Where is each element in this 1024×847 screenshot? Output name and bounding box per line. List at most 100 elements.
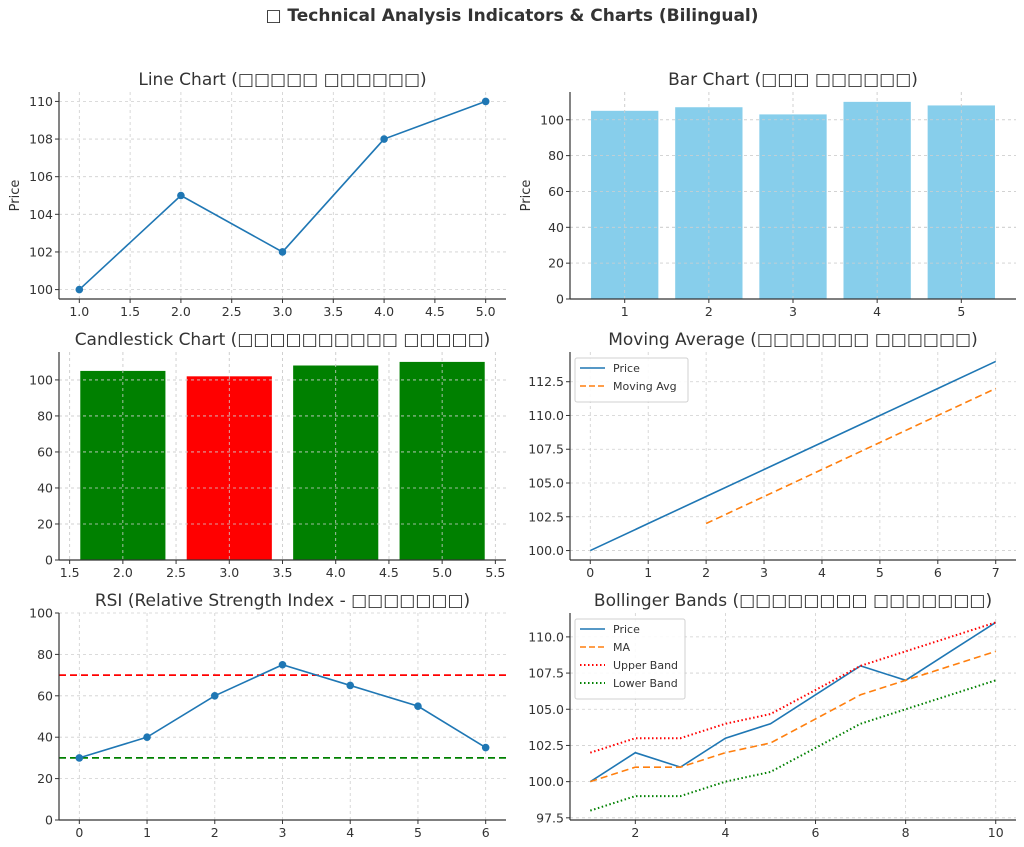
y-tick-label: 40 [37,480,53,495]
y-axis-label: Price [8,180,23,212]
x-tick-label: 4 [346,825,354,840]
x-tick-label: 3 [789,304,797,319]
chart-title: Moving Average (□□□□□□□ □□□□□□) [608,330,978,350]
y-tick-label: 102.5 [528,738,564,753]
data-point [75,754,84,762]
rsi-chart-panel: RSI (Relative Strength Index - □□□□□□□) 0… [29,591,506,840]
candlestick-chart-panel: Candlestick Chart (□□□□□□□□□□ □□□□□) 1.5 2… [29,330,506,580]
y-tick-label: 100 [29,606,53,621]
x-tick-label: 5 [414,825,422,840]
data-point [177,191,185,200]
x-tick-label: 4 [873,304,881,319]
x-tick-label: 2.5 [166,565,186,580]
y-tick-label: 100 [540,112,564,127]
x-tick-label: 3.5 [273,565,293,580]
x-tick-label: 3 [279,825,287,840]
x-tick-label: 2 [705,304,713,319]
data-point [346,681,355,690]
y-tick-label: 20 [37,516,53,531]
x-tick-label: 1.0 [69,304,89,319]
data-point [278,248,287,256]
series-moving-avg [705,387,997,525]
x-tick-label: 6 [934,565,942,580]
bar-chart-panel: Bar Chart (□□□ □□□□□□) 1 2 3 4 5 0 20 40 60 80 100 P… [519,70,1016,319]
x-tick-label: 1 [143,825,151,840]
data-point [380,135,388,143]
y-tick-label: 97.5 [536,810,564,825]
y-tick-label: 112.5 [528,374,564,389]
x-tick-label: 5 [957,304,965,319]
y-tick-label: 107.5 [528,442,564,457]
moving-average-chart-panel: Moving Average (□□□□□□□ □□□□□□) 0 1 2 3 4 5 6 7 1… [528,330,1016,580]
line-chart-panel: Line Chart (□□□□□ □□□□□□) 1.0 1.5 2.0 2.5 3.0… [8,70,506,319]
chart-title: RSI (Relative Strength Index - □□□□□□□) [95,591,470,611]
x-tick-label: 0 [75,825,83,840]
x-tick-label: 1 [644,565,652,580]
bollinger-bands-chart-panel: Bollinger Bands (□□□□□□□□ □□□□□□□) 2 4 6 8 10… [528,591,1016,840]
legend-label: Moving Avg [613,380,677,393]
y-tick-label: 104 [29,207,53,222]
y-tick-label: 100.0 [528,774,564,789]
x-tick-label: 5 [876,565,884,580]
x-tick-label: 1.5 [60,565,80,580]
y-tick-label: 60 [548,184,564,199]
x-tick-label: 2.0 [113,565,133,580]
y-tick-label: 20 [548,256,564,271]
legend-label: MA [613,641,630,654]
y-tick-label: 108 [29,132,53,147]
legend-label: Price [613,623,640,636]
legend: Price MA Upper Band Lower Band [574,618,686,700]
x-tick-label: 2 [631,825,639,840]
bar-1 [591,110,659,300]
y-tick-label: 40 [37,730,53,745]
y-tick-label: 0 [556,292,564,307]
x-tick-label: 4 [721,825,729,840]
x-tick-label: 2.0 [171,304,191,319]
legend-label: Upper Band [613,659,678,672]
x-tick-label: 5.0 [476,304,496,319]
bar-2 [80,370,166,560]
y-tick-label: 0 [45,553,53,568]
data-point [481,97,490,106]
x-tick-label: 3 [760,565,768,580]
y-tick-label: 80 [37,408,53,423]
y-axis-label: Price [519,180,534,212]
x-tick-label: 2 [702,565,710,580]
y-tick-label: 110 [29,94,53,109]
x-tick-label: 4.0 [326,565,346,580]
chart-title: Line Chart (□□□□□ □□□□□□) [138,70,426,90]
y-tick-label: 100 [29,372,53,387]
x-tick-label: 6 [482,825,490,840]
x-tick-label: 5.0 [432,565,452,580]
x-tick-label: 10 [988,825,1004,840]
y-tick-label: 80 [37,647,53,662]
y-tick-label: 20 [37,771,53,786]
x-tick-label: 4 [818,565,826,580]
data-point [414,702,422,710]
y-tick-label: 106 [29,169,53,184]
x-tick-label: 4.5 [379,565,399,580]
legend-box [574,357,689,403]
chart-title: Candlestick Chart (□□□□□□□□□□ □□□□□) [75,330,491,350]
x-tick-label: 8 [902,825,910,840]
legend-label: Lower Band [613,677,678,690]
data-point [210,692,219,700]
x-tick-label: 1.5 [120,304,140,319]
legend: Price Moving Avg [574,357,689,403]
x-tick-label: 4.0 [374,304,394,319]
x-tick-label: 2 [211,825,219,840]
chart-title: Bar Chart (□□□ □□□□□□) [668,70,918,90]
y-tick-label: 80 [548,148,564,163]
figure-suptitle: □ Technical Analysis Indicators & Charts… [265,6,759,26]
y-tick-label: 105.0 [528,476,564,491]
x-tick-label: 0 [586,565,594,580]
x-tick-label: 1 [621,304,629,319]
y-tick-label: 60 [37,688,53,703]
chart-title: Bollinger Bands (□□□□□□□□ □□□□□□□) [594,591,992,611]
y-tick-label: 102.5 [528,509,564,524]
y-tick-label: 110.0 [528,629,564,644]
y-tick-label: 110.0 [528,408,564,423]
y-tick-label: 100 [29,282,53,297]
y-tick-label: 105.0 [528,702,564,717]
